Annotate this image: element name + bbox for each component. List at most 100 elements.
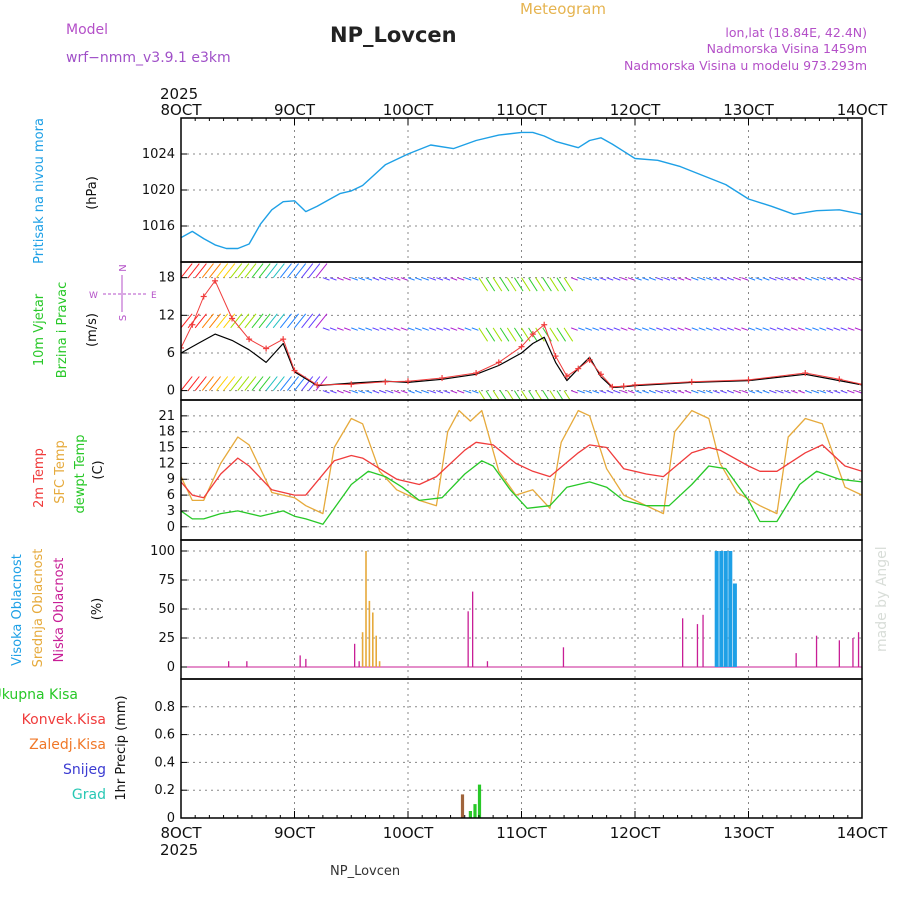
cloud-bar-1-4 <box>375 635 377 667</box>
temp-side-label-3: dewpt Temp <box>73 434 88 513</box>
wind-barb-1-100.5 <box>656 327 664 331</box>
wind-barb-2-69 <box>506 277 517 292</box>
wind-barb-1-82.5 <box>570 327 578 331</box>
precip-ytick-label-4: 0.8 <box>154 700 175 715</box>
cloud-bar-2-15 <box>838 640 840 667</box>
wind-barb-2-40.5 <box>372 277 380 281</box>
temp-unit: (C) <box>91 460 106 479</box>
wind-barb-0-67.5 <box>499 390 507 400</box>
precip-bar-1-2 <box>477 784 482 818</box>
model-label: Model <box>66 22 108 38</box>
wind-barb-1-66 <box>492 327 503 342</box>
wind-barb-1-10.5 <box>230 313 243 329</box>
wind-barb-0-120 <box>748 390 756 394</box>
compass-s: S <box>118 315 129 321</box>
cloud-bar-2-4 <box>354 643 356 667</box>
wind-barb-0-3 <box>194 376 207 391</box>
wind-barb-0-117 <box>734 390 742 394</box>
wind-barb-2-126 <box>776 277 784 281</box>
wind-barb-2-87 <box>592 277 600 281</box>
cloud-bar-1-2 <box>368 600 371 667</box>
xtick-top-label-2: 10OCT <box>383 101 434 119</box>
wind-barb-1-30 <box>322 327 330 331</box>
wind-barb-2-63 <box>478 277 489 292</box>
precip-bar-0-0 <box>460 794 465 818</box>
cloud-bar-1-5 <box>378 661 381 667</box>
wind-barb-1-105 <box>677 327 685 331</box>
wind-barb-0-81 <box>563 390 571 400</box>
wind-barb-1-142.5 <box>854 327 862 331</box>
wind-barb-1-24 <box>294 313 307 329</box>
cloud-bar-1-1 <box>365 551 367 667</box>
wind-barb-1-33 <box>336 327 344 331</box>
wind-unit: (m/s) <box>85 313 100 347</box>
wind-gust-marker-12 <box>405 378 411 385</box>
wind-gust-marker-8 <box>291 367 298 374</box>
wind-barb-0-28.5 <box>315 376 328 391</box>
wind-barb-1-54 <box>436 327 444 331</box>
wind-barb-0-33 <box>336 390 344 394</box>
wind-barb-0-123 <box>762 390 770 394</box>
wind-barb-0-13.5 <box>244 376 257 391</box>
wind-barb-0-30 <box>322 390 330 394</box>
wind-barb-0-144 <box>861 390 862 392</box>
wind-barb-1-48 <box>407 327 415 331</box>
wind-barb-2-129 <box>790 277 798 281</box>
wind-barb-1-90 <box>606 327 614 331</box>
wind-barb-2-37.5 <box>358 277 366 281</box>
wind-gust-marker-20 <box>563 373 570 380</box>
wind-barb-2-130.5 <box>797 277 805 281</box>
wind-barb-0-10.5 <box>230 376 243 391</box>
wind-barb-1-91.5 <box>613 327 621 331</box>
wind-barb-1-126 <box>776 327 784 331</box>
wind-barb-2-84 <box>578 277 585 281</box>
wind-barb-1-94.5 <box>627 327 635 331</box>
pressure-ytick-label-2: 1024 <box>142 147 175 162</box>
wind-barb-0-72 <box>521 390 529 400</box>
wind-gust-marker-28 <box>745 376 752 383</box>
wind-barb-2-142.5 <box>854 277 862 281</box>
wind-barb-1-130.5 <box>797 327 805 331</box>
wind-gust-marker-18 <box>541 321 548 328</box>
wind-barb-1-21 <box>279 313 292 329</box>
wind-gust-marker-16 <box>518 343 525 350</box>
wind-barb-0-79.5 <box>556 390 564 400</box>
chart-title: NP_Lovcen <box>330 23 457 47</box>
cloud-bar-2-13 <box>795 653 797 667</box>
wind-barb-1-55.5 <box>443 327 451 331</box>
xtick-top-label-4: 12OCT <box>610 101 661 119</box>
footer-station: NP_Lovcen <box>330 864 400 879</box>
wind-barb-2-114 <box>719 277 727 281</box>
wind-barb-2-9 <box>223 263 236 278</box>
wind-barb-2-106.5 <box>684 277 692 281</box>
wind-barb-2-70.5 <box>513 277 524 292</box>
wind-barb-0-121.5 <box>755 390 763 394</box>
wind-barb-0-63 <box>478 390 486 400</box>
wind-gust-marker-14 <box>473 370 480 377</box>
wind-barb-1-85.5 <box>585 327 593 331</box>
cloud-side-label-3: Niska Oblacnost <box>52 558 67 663</box>
compass-w: W <box>89 291 98 301</box>
pressure-side-label: Pritisak na nivou mora <box>32 118 47 264</box>
wind-barb-2-42 <box>379 277 387 281</box>
wind-barb-1-0 <box>181 313 193 329</box>
wind-barb-0-49.5 <box>414 390 422 394</box>
wind-barb-2-7.5 <box>216 263 229 278</box>
wind-gust-marker-0 <box>181 344 184 351</box>
wind-barb-1-37.5 <box>358 327 366 331</box>
wind-barb-1-93 <box>620 327 628 331</box>
wind-barb-2-102 <box>663 277 671 281</box>
wind-barb-2-127.5 <box>783 277 791 281</box>
wind-barb-0-4.5 <box>201 376 214 391</box>
wind-barb-0-100.5 <box>656 390 664 394</box>
wind-barb-2-141 <box>847 277 855 281</box>
wind-barb-1-13.5 <box>244 313 257 329</box>
wind-barb-0-138 <box>833 390 841 394</box>
wind-barb-1-3 <box>194 313 207 329</box>
compass-n: N <box>118 264 129 271</box>
wind-barb-0-129 <box>790 390 798 394</box>
wind-gust-marker-30 <box>836 376 843 383</box>
wind-barb-2-100.5 <box>656 277 664 281</box>
wind-barb-1-120 <box>748 327 756 331</box>
wind-barb-2-76.5 <box>542 277 552 292</box>
